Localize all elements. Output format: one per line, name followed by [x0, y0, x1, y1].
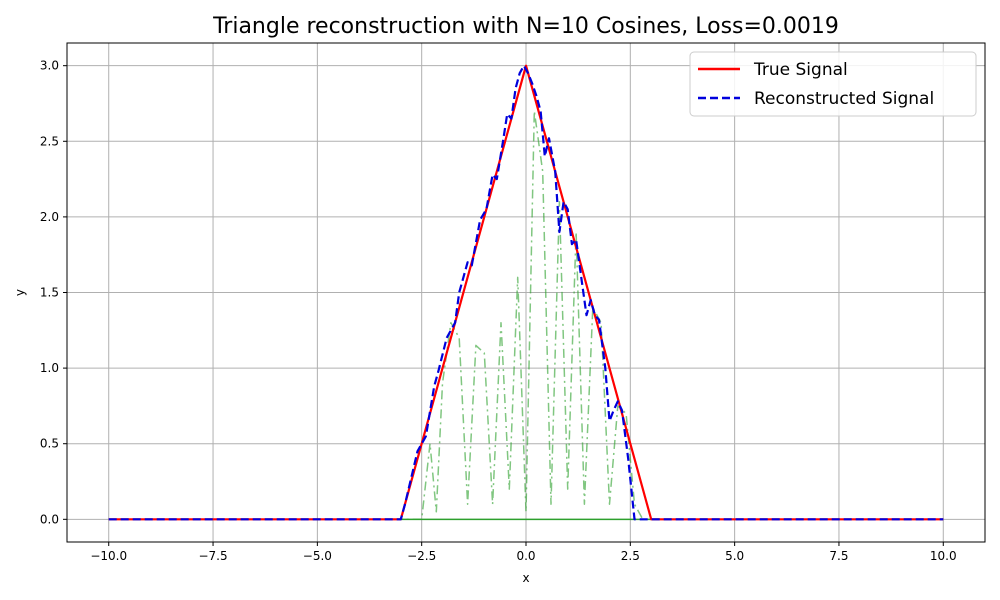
x-tick-label: −7.5 [198, 549, 227, 563]
y-tick-label: 1.5 [40, 286, 59, 300]
x-tick-label: −2.5 [407, 549, 436, 563]
x-tick-label: 0.0 [516, 549, 535, 563]
ticks: −10.0 −7.5 −5.0 −2.5 0.0 2.5 5.0 7.5 10.0 0.0 0.5 1… [40, 59, 957, 563]
legend-box [689, 51, 977, 117]
component-cosine-line [108, 110, 944, 521]
y-tick-label: 0.5 [40, 437, 59, 451]
x-tick-label: −10.0 [90, 549, 127, 563]
y-tick-label: 1.0 [40, 361, 59, 375]
y-tick-label: 2.5 [40, 134, 59, 148]
x-tick-label: −5.0 [303, 549, 332, 563]
y-tick-label: 0.0 [40, 512, 59, 526]
y-axis-label: y [13, 289, 27, 296]
y-tick-label: 3.0 [40, 59, 59, 73]
series-layer [108, 64, 944, 521]
chart-title: Triangle reconstruction with N=10 Cosine… [212, 14, 839, 39]
legend-entry-label: Reconstructed Signal [754, 89, 934, 109]
x-tick-label: 7.5 [829, 549, 848, 563]
legend-entry-label: True Signal [753, 60, 848, 80]
y-tick-label: 2.0 [40, 210, 59, 224]
x-tick-label: 5.0 [725, 549, 744, 563]
x-tick-label: 2.5 [621, 549, 640, 563]
reconstructed-signal-line [108, 64, 944, 521]
x-tick-label: 10.0 [930, 549, 957, 563]
x-axis-label: x [522, 571, 529, 585]
legend: True Signal Reconstructed Signal [689, 51, 977, 117]
